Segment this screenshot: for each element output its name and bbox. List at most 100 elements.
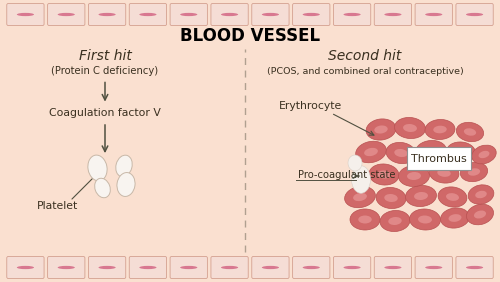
FancyBboxPatch shape xyxy=(88,3,126,25)
Text: First hit: First hit xyxy=(78,49,132,63)
Ellipse shape xyxy=(466,266,483,269)
Ellipse shape xyxy=(364,148,378,156)
FancyBboxPatch shape xyxy=(374,257,412,279)
Text: Pro-coagulant state: Pro-coagulant state xyxy=(298,169,395,180)
Text: (Protein C deficiency): (Protein C deficiency) xyxy=(52,66,158,76)
Ellipse shape xyxy=(221,266,238,269)
Ellipse shape xyxy=(386,142,416,164)
Ellipse shape xyxy=(378,171,390,179)
Ellipse shape xyxy=(478,151,490,158)
Ellipse shape xyxy=(369,164,399,185)
Ellipse shape xyxy=(58,266,75,269)
Ellipse shape xyxy=(475,191,487,198)
FancyBboxPatch shape xyxy=(211,3,248,25)
Ellipse shape xyxy=(407,172,421,180)
Ellipse shape xyxy=(358,215,372,224)
FancyBboxPatch shape xyxy=(456,257,493,279)
Ellipse shape xyxy=(425,120,455,140)
Text: Coagulation factor V: Coagulation factor V xyxy=(49,108,161,118)
FancyBboxPatch shape xyxy=(88,257,126,279)
Ellipse shape xyxy=(472,145,496,164)
Ellipse shape xyxy=(140,266,156,269)
Ellipse shape xyxy=(348,155,362,171)
Ellipse shape xyxy=(474,210,486,219)
Text: BLOOD VESSEL: BLOOD VESSEL xyxy=(180,27,320,45)
Ellipse shape xyxy=(116,155,132,177)
Ellipse shape xyxy=(434,126,446,133)
Ellipse shape xyxy=(384,266,402,269)
Ellipse shape xyxy=(398,166,430,186)
Ellipse shape xyxy=(17,13,34,16)
FancyBboxPatch shape xyxy=(415,257,453,279)
FancyBboxPatch shape xyxy=(334,257,370,279)
Ellipse shape xyxy=(446,142,476,162)
Ellipse shape xyxy=(374,125,388,134)
Ellipse shape xyxy=(356,141,386,163)
Ellipse shape xyxy=(406,186,436,206)
Ellipse shape xyxy=(466,13,483,16)
FancyBboxPatch shape xyxy=(252,257,289,279)
Ellipse shape xyxy=(448,214,462,222)
FancyBboxPatch shape xyxy=(415,3,453,25)
FancyBboxPatch shape xyxy=(130,257,166,279)
Ellipse shape xyxy=(429,163,459,183)
Ellipse shape xyxy=(446,193,459,201)
Ellipse shape xyxy=(221,13,238,16)
Ellipse shape xyxy=(460,162,487,182)
FancyBboxPatch shape xyxy=(292,3,330,25)
Ellipse shape xyxy=(394,149,407,157)
FancyBboxPatch shape xyxy=(211,257,248,279)
Ellipse shape xyxy=(425,13,442,16)
Ellipse shape xyxy=(353,193,367,201)
Ellipse shape xyxy=(438,169,450,177)
FancyBboxPatch shape xyxy=(48,3,85,25)
FancyBboxPatch shape xyxy=(7,3,44,25)
Ellipse shape xyxy=(180,13,198,16)
Ellipse shape xyxy=(380,210,410,232)
Ellipse shape xyxy=(88,155,107,181)
Ellipse shape xyxy=(456,122,483,142)
FancyBboxPatch shape xyxy=(48,257,85,279)
Ellipse shape xyxy=(350,209,380,230)
FancyBboxPatch shape xyxy=(407,147,471,170)
Ellipse shape xyxy=(394,118,426,138)
Text: Second hit: Second hit xyxy=(328,49,402,63)
Ellipse shape xyxy=(468,168,480,176)
Ellipse shape xyxy=(466,204,493,225)
Ellipse shape xyxy=(344,186,376,208)
Ellipse shape xyxy=(440,208,470,228)
Ellipse shape xyxy=(464,128,476,136)
Text: Platelet: Platelet xyxy=(37,201,78,211)
Ellipse shape xyxy=(262,266,279,269)
Ellipse shape xyxy=(344,266,360,269)
FancyBboxPatch shape xyxy=(170,257,207,279)
Ellipse shape xyxy=(58,13,75,16)
FancyBboxPatch shape xyxy=(130,3,166,25)
FancyBboxPatch shape xyxy=(170,3,207,25)
Text: (PCOS, and combined oral contraceptive): (PCOS, and combined oral contraceptive) xyxy=(266,67,464,76)
Ellipse shape xyxy=(94,178,110,198)
Ellipse shape xyxy=(454,148,468,156)
Ellipse shape xyxy=(424,147,438,155)
Ellipse shape xyxy=(17,266,34,269)
Ellipse shape xyxy=(352,166,370,193)
Ellipse shape xyxy=(468,185,494,204)
FancyBboxPatch shape xyxy=(374,3,412,25)
Ellipse shape xyxy=(384,194,398,202)
Ellipse shape xyxy=(140,13,156,16)
Ellipse shape xyxy=(262,13,279,16)
Ellipse shape xyxy=(302,13,320,16)
Text: Thrombus: Thrombus xyxy=(411,153,467,164)
Ellipse shape xyxy=(418,215,432,224)
FancyBboxPatch shape xyxy=(456,3,493,25)
Ellipse shape xyxy=(416,140,446,162)
Ellipse shape xyxy=(425,266,442,269)
Ellipse shape xyxy=(302,266,320,269)
FancyBboxPatch shape xyxy=(7,257,44,279)
Ellipse shape xyxy=(410,209,440,230)
Ellipse shape xyxy=(384,13,402,16)
Ellipse shape xyxy=(117,173,135,197)
FancyBboxPatch shape xyxy=(334,3,370,25)
Ellipse shape xyxy=(344,13,360,16)
Ellipse shape xyxy=(376,188,406,209)
